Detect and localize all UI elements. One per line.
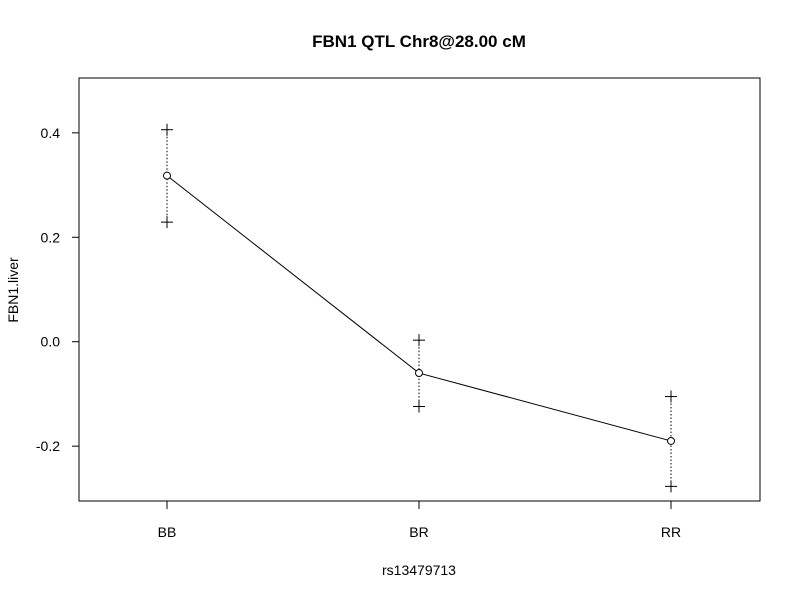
x-axis: BB BR RR [158,500,681,540]
mean-point [667,436,675,445]
x-tick-label: BB [158,524,177,540]
upper-bound-marker [161,123,173,136]
lower-bound-marker [161,216,173,229]
mean-points [163,171,675,445]
lower-bound-marker [413,400,425,413]
y-tick-label: 0.0 [41,334,61,350]
x-axis-label: rs13479713 [382,562,456,578]
x-tick-label: BR [409,524,428,540]
upper-bound-marker [665,390,677,403]
upper-bound-marker [413,334,425,347]
mean-point [415,369,423,378]
y-tick-label: 0.2 [41,229,61,245]
y-tick-label: -0.2 [36,438,60,454]
chart-title: FBN1 QTL Chr8@28.00 cM [312,32,526,51]
error-bars [161,123,677,493]
y-tick-label: 0.4 [41,125,61,141]
lower-bound-marker [665,480,677,493]
x-tick-label: RR [661,524,681,540]
y-axis: 0.4 0.2 0.0 -0.2 [36,125,80,454]
mean-point [163,171,171,180]
y-axis-label: FBN1.liver [5,257,21,323]
